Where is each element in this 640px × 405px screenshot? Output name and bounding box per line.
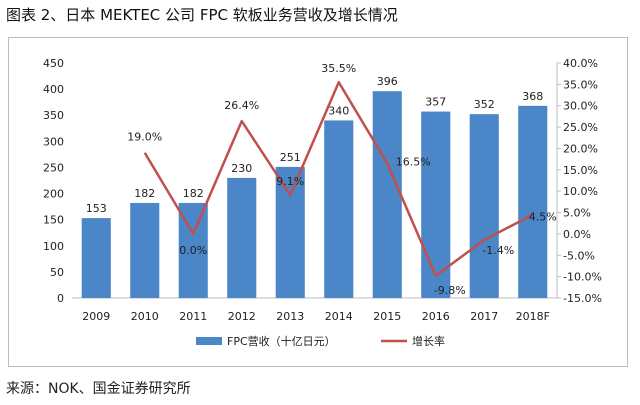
- y2-tick-label: 35.0%: [563, 78, 598, 91]
- x-tick-label: 2012: [228, 310, 256, 323]
- y-tick-label: 150: [43, 214, 64, 227]
- line-value-label: 26.4%: [224, 99, 259, 112]
- bar: [421, 111, 451, 298]
- y2-tick-label: 15.0%: [563, 164, 598, 177]
- y-tick-label: 200: [43, 188, 64, 201]
- x-tick-label: 2011: [179, 310, 207, 323]
- y-tick-label: 300: [43, 135, 64, 148]
- x-tick-label: 2013: [276, 310, 304, 323]
- line-value-label: 4.5%: [529, 211, 557, 224]
- bar: [227, 177, 257, 298]
- bar: [81, 218, 111, 298]
- bar-value-label: 230: [231, 162, 252, 175]
- x-tick-label: 2017: [470, 310, 498, 323]
- y2-tick-label: 10.0%: [563, 185, 598, 198]
- line-value-label: 9.1%: [276, 175, 304, 188]
- y2-tick-label: 30.0%: [563, 100, 598, 113]
- bar-value-label: 357: [425, 96, 446, 109]
- bar-value-label: 368: [522, 90, 543, 103]
- bar-value-label: 352: [474, 98, 495, 111]
- x-tick-label: 2009: [82, 310, 110, 323]
- x-tick-label: 2010: [131, 310, 159, 323]
- bar-value-label: 251: [280, 151, 301, 164]
- bar-value-label: 182: [183, 187, 204, 200]
- page-title: 图表 2、日本 MEKTEC 公司 FPC 软板业务营收及增长情况: [6, 6, 398, 24]
- y2-tick-label: 0.0%: [563, 228, 591, 241]
- y-tick-label: 350: [43, 109, 64, 122]
- bar-value-label: 153: [86, 202, 107, 215]
- bar-value-label: 182: [134, 187, 155, 200]
- y-tick-label: 450: [43, 57, 64, 70]
- y2-tick-label: 5.0%: [563, 207, 591, 220]
- line-value-label: 19.0%: [127, 131, 162, 144]
- line-value-label: -1.4%: [482, 244, 514, 257]
- bar: [275, 166, 305, 298]
- combo-chart: 0 50 100 150 200 250 300 350 400 450 -15.0% -10.0% -…: [43, 57, 602, 348]
- line-value-label: 0.0%: [179, 244, 207, 257]
- y2-tick-label: 25.0%: [563, 121, 598, 134]
- chart-frame: 0 50 100 150 200 250 300 350 400 450 -15.0% -10.0% -…: [8, 37, 628, 367]
- bar: [469, 114, 499, 298]
- line-value-label: 35.5%: [321, 62, 356, 75]
- bar: [518, 105, 548, 298]
- legend-line-label: 增长率: [412, 334, 445, 348]
- y2-tick-label: -15.0%: [563, 292, 602, 305]
- y-tick-label: 100: [43, 240, 64, 253]
- source-note: 来源：NOK、国金证券研究所: [6, 381, 191, 397]
- line-value-label: 16.5%: [396, 155, 431, 168]
- bar: [372, 91, 402, 298]
- y-tick-label: 250: [43, 161, 64, 174]
- y2-tick-label: 40.0%: [563, 57, 598, 70]
- legend-bar-swatch: [196, 337, 222, 345]
- x-tick-label: 2015: [373, 310, 401, 323]
- y-tick-label: 50: [50, 266, 64, 279]
- x-tick-label: 2016: [422, 310, 450, 323]
- y2-tick-label: 20.0%: [563, 142, 598, 155]
- x-tick-label: 2018F: [516, 310, 550, 323]
- y2-tick-label: -5.0%: [563, 249, 595, 262]
- bar-value-label: 340: [328, 104, 349, 117]
- y2-tick-label: -10.0%: [563, 271, 602, 284]
- line-value-label: -9.8%: [434, 284, 466, 297]
- bar-value-label: 396: [377, 75, 398, 88]
- bar: [324, 120, 354, 298]
- y-tick-label: 0: [57, 292, 64, 305]
- growth-line: [143, 80, 534, 278]
- x-tick-label: 2014: [325, 310, 353, 323]
- bar: [130, 202, 160, 298]
- legend-bar-label: FPC营收（十亿日元）: [227, 334, 336, 348]
- y-tick-label: 400: [43, 83, 64, 96]
